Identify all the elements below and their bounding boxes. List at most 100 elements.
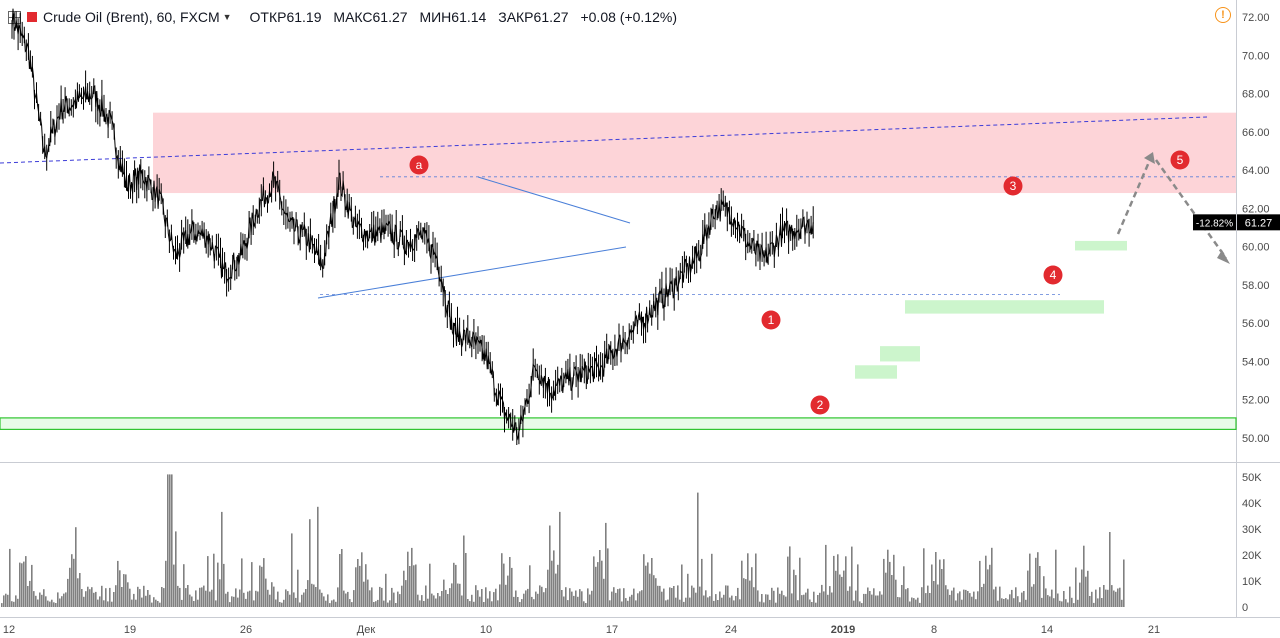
volume-bar [445,589,447,607]
change-value: +0.08 (+0.12%) [580,9,677,25]
time-tick-label: 26 [240,624,252,636]
volume-bar [29,580,31,607]
volume-bar [587,588,589,607]
volume-bar [481,589,483,607]
volume-bar [953,587,955,607]
volume-bar [893,554,895,607]
volume-bar [451,583,453,607]
volume-bar [1059,600,1061,607]
volume-bar [237,597,239,607]
wave-marker-a: a [409,155,429,175]
volume-bar [341,549,343,607]
volume-bar [49,601,51,607]
volume-bar [293,592,295,607]
volume-bar [1015,587,1017,607]
volume-bar [919,602,921,607]
volume-bar [335,601,337,607]
volume-bar [811,602,813,607]
volume-bar [937,584,939,607]
volume-bar [845,556,847,607]
volume-bar [613,587,615,607]
volume-bar [689,597,691,607]
volume-bar [269,594,271,607]
volume-bar [911,597,913,607]
volume-bar [671,588,673,607]
price-tick-label: 52.00 [1242,395,1270,407]
volume-bar [803,594,805,607]
volume-bar [843,570,845,607]
volume-bar [129,588,131,607]
volume-bar [493,592,495,607]
volume-bar [739,599,741,607]
volume-bar [287,591,289,607]
volume-bar [981,587,983,607]
chevron-down-icon[interactable]: ▼ [222,12,232,22]
volume-bar [145,595,147,607]
volume-bar [643,554,645,607]
volume-bar [167,474,169,607]
volume-bar [1115,591,1117,607]
volume-bar [957,593,959,607]
volume-bar [985,555,987,607]
wave-marker-label: a [416,158,423,172]
volume-bar [623,588,625,607]
volume-bar [1021,592,1023,607]
chart-header: Crude Oil (Brent), 60, FXCM ▼ ОТКР61.19 … [8,6,681,28]
volume-bar [829,586,831,607]
volume-bar [351,602,353,607]
volume-bar [411,547,413,607]
volume-bar [619,588,621,607]
volume-bar [917,597,919,607]
volume-bar [203,585,205,607]
wave-marker-circle [409,155,429,175]
forecast-arrows [1116,152,1230,264]
volume-bar [809,599,811,607]
volume-tick-label: 10K [1242,576,1262,588]
volume-bar [833,555,835,607]
volume-tick-label: 20K [1242,550,1262,562]
warning-icon[interactable]: ! [1215,7,1231,23]
volume-bar [109,587,111,607]
volume-bar [253,600,255,607]
volume-bar [339,554,341,607]
volume-bar [697,492,699,607]
volume-bar [31,564,33,607]
volume-bar [1099,587,1101,607]
volume-bar [441,591,443,607]
volume-bar [771,587,773,607]
volume-bar [343,590,345,607]
volume-bar [323,596,325,607]
volume-bar [717,600,719,607]
volume-bar [395,603,397,607]
volume-bar [903,566,905,607]
volume-bar [609,600,611,607]
volume-bar [525,590,527,607]
volume-bar [1085,576,1087,607]
volume-bar [737,587,739,607]
volume-bar [171,474,173,607]
volume-bar [423,601,425,607]
volume-bar [861,603,863,607]
volume-bar [213,553,215,607]
time-tick-label: 12 [3,624,15,636]
volume-bar [621,601,623,607]
volume-bar [101,585,103,607]
volume-bar [1063,591,1065,607]
volume-bar [605,522,607,607]
volume-bar [159,602,161,607]
volume-bar [763,602,765,607]
volume-bar [531,596,533,607]
volume-bar [65,592,67,607]
open-value: 61.19 [286,9,322,25]
symbol-title[interactable]: Crude Oil (Brent), 60, FXCM [43,9,220,25]
volume-bar [375,601,377,607]
volume-bar [231,596,233,607]
volume-bar [373,602,375,607]
resistance-zone [153,112,1236,194]
volume-bar [397,591,399,607]
volume-bar [461,595,463,607]
volume-bar [813,591,815,607]
volume-bar [321,592,323,607]
volume-bar [993,589,995,607]
